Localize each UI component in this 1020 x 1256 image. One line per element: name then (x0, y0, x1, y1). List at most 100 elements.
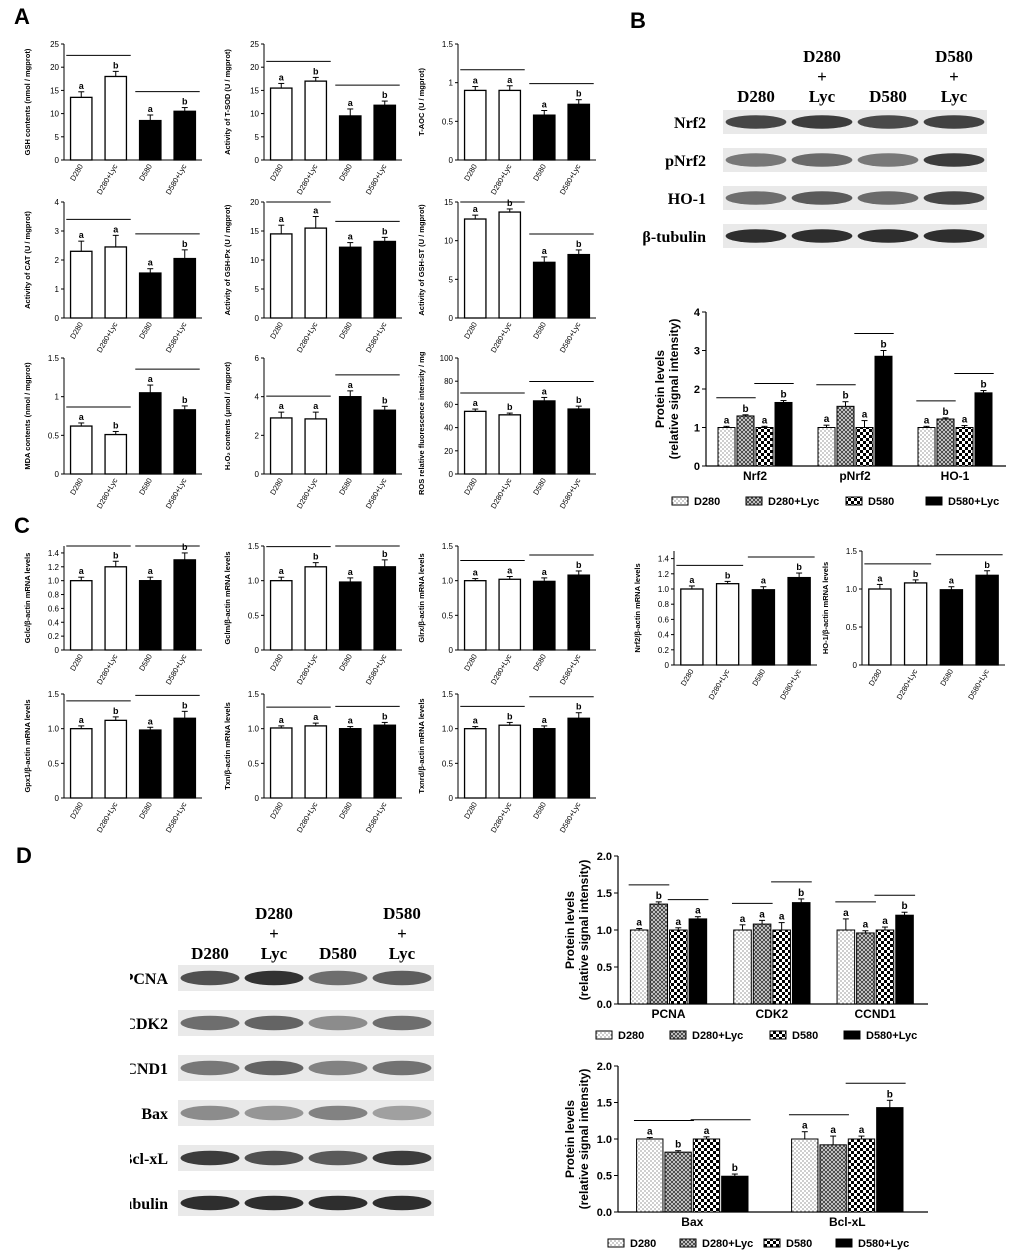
bar (69, 580, 93, 651)
blot-band (180, 970, 240, 986)
chart-protein-d1: Protein levels (relative signal intensity… (563, 851, 928, 1042)
x-tick-label: D580+Lyc (164, 162, 189, 196)
significance-letter: b (742, 404, 748, 415)
y-tick-label: 1 (449, 79, 454, 88)
bar (463, 410, 487, 475)
x-tick-label: D580+Lyc (164, 320, 189, 354)
y-tick-label: 10 (250, 110, 259, 119)
y-axis-label: Protein levels (563, 1100, 577, 1178)
significance-letter: a (759, 909, 765, 920)
y-tick-label: 1.5 (48, 690, 60, 699)
legend-swatch (769, 1030, 787, 1040)
significance-letter: a (740, 914, 746, 925)
bar (752, 923, 772, 1005)
y-tick-label: 1.0 (597, 1134, 612, 1146)
lane-label: D580 (935, 47, 973, 66)
y-tick-label: 1.5 (248, 542, 260, 551)
bar (173, 559, 197, 651)
significance-letter: a (859, 1125, 865, 1136)
x-tick-label: D580+Lyc (164, 476, 189, 510)
x-tick-label: D280+Lyc (489, 652, 514, 686)
y-tick-label: 0 (449, 156, 454, 165)
bar (269, 580, 293, 651)
y-tick-label: 0 (449, 314, 454, 323)
bar (868, 588, 892, 666)
y-tick-label: 0.2 (658, 646, 670, 655)
significance-letter: b (880, 340, 886, 351)
blot-band (857, 115, 919, 129)
legend-swatch (835, 1238, 853, 1248)
significance-letter: a (676, 917, 682, 928)
significance-letter: a (113, 224, 119, 234)
y-tick-label: 1.0 (442, 577, 454, 586)
significance-letter: b (382, 549, 388, 559)
y-tick-label: 0.5 (442, 611, 454, 620)
x-tick-label: D280 (68, 477, 85, 497)
bar (755, 427, 774, 467)
blot-row-label: CDK2 (130, 1016, 168, 1033)
bar (463, 89, 487, 161)
chart-taoc: T-AOC (U / mgprot) 0 0.5 1 1.5 a D280 a D280+Lyc… (417, 40, 596, 196)
blot-row-label: β-tubulin (642, 229, 706, 246)
y-tick-label: 1.0 (48, 577, 60, 586)
blot-band (372, 1150, 432, 1166)
blot-band (857, 229, 919, 243)
legend-swatch (843, 1030, 861, 1040)
chart-tsod: Activity of T-SOD (U / mgprot) 0 5 10 15 20 25… (223, 40, 402, 196)
bar (304, 418, 328, 475)
y-tick-label: 0.0 (597, 999, 612, 1011)
y-tick-label: 0.5 (48, 431, 60, 440)
blot-band (791, 229, 853, 243)
x-group-label: CDK2 (756, 1007, 789, 1021)
y-tick-label: 1.5 (846, 547, 858, 556)
bar (836, 929, 856, 1005)
y-axis-label: Gclm/β-actin mRNA levels (223, 551, 232, 644)
bar (567, 253, 591, 319)
significance-letter: a (962, 415, 968, 426)
significance-letter: b (113, 706, 119, 716)
bar (338, 581, 362, 651)
y-tick-label: 1 (55, 393, 60, 402)
bar (373, 566, 397, 651)
significance-letter: a (79, 715, 85, 725)
x-tick-label: D580 (137, 653, 154, 673)
y-tick-label: 3 (694, 346, 700, 358)
significance-letter: b (842, 391, 848, 402)
bar (269, 87, 293, 161)
legend-swatch (671, 496, 689, 506)
legend-label: D580 (792, 1030, 818, 1042)
y-tick-label: 0.8 (658, 600, 670, 609)
x-tick-label: D580 (137, 163, 154, 183)
y-axis-label: Activity of CAT (U / mgprot) (23, 211, 32, 309)
x-group-label: Nrf2 (743, 469, 767, 483)
blot-band (923, 153, 985, 167)
x-tick-label: D580+Lyc (364, 162, 389, 196)
bar (338, 728, 362, 799)
significance-letter: a (647, 1127, 653, 1138)
y-axis-label: Txnrd/β-actin mRNA levels (417, 698, 426, 793)
legend-label: D580 (868, 496, 894, 508)
y-tick-label: 0.5 (248, 611, 260, 620)
y-tick-label: 2 (255, 431, 260, 440)
significance-letter: a (636, 918, 642, 929)
legend-label: D280+Lyc (702, 1238, 753, 1250)
significance-letter: a (862, 410, 868, 421)
y-tick-label: 0.5 (597, 1171, 612, 1183)
blot-band (725, 115, 787, 129)
y-tick-label: 25 (250, 40, 259, 49)
x-tick-label: D280+Lyc (295, 800, 320, 834)
y-tick-label: 1.2 (48, 563, 60, 572)
significance-letter: b (887, 1089, 893, 1100)
legend-swatch (595, 1030, 613, 1040)
bar (939, 589, 964, 666)
bar (173, 409, 197, 475)
bar (791, 902, 811, 1005)
bar (269, 233, 293, 319)
x-tick-label: D280 (268, 321, 285, 341)
lane-label: + (397, 924, 407, 943)
y-tick-label: 0 (55, 470, 60, 479)
x-tick-label: D580+Lyc (364, 800, 389, 834)
bar (692, 1138, 721, 1213)
y-tick-label: 5 (255, 133, 260, 142)
x-group-label: Bax (681, 1215, 703, 1229)
